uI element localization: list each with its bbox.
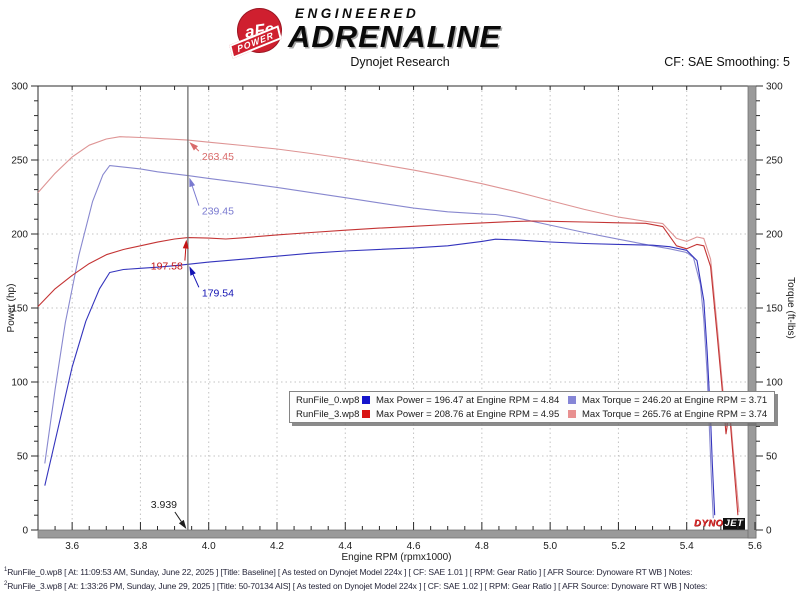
max-power-swatch [362,410,370,418]
y-axis-label-right: 50 [766,452,778,463]
cursor-readout-power_run3: 197.58 [151,261,183,273]
cf-smoothing-label: CF: SAE Smoothing: 5 [664,55,790,69]
cursor-rpm-label: 3.939 [151,499,177,511]
legend-run-name: RunFile_3.wp8 [296,408,360,420]
x-axis-title: Engine RPM (rpmx1000) [341,552,451,563]
trademark-symbol: ™ [275,11,281,17]
max-power-swatch [362,396,370,404]
x-axis-label: 5.4 [680,541,694,552]
footnote-marker: 2 [4,581,8,588]
logo-adrenaline-text: ADRENALINE [288,19,502,54]
y-axis-label-right: 300 [766,82,783,93]
cursor-readout-power_run0: 179.54 [202,287,234,299]
run-description-text: RunFile_0.wp8 [ At: 11:09:53 AM, Sunday,… [7,567,693,577]
max-torque-swatch [568,410,576,418]
series-power_run3 [37,220,739,516]
legend-max-torque: Max Torque = 246.20 at Engine RPM = 3.71 [582,394,768,406]
legend-max-power: Max Power = 196.47 at Engine RPM = 4.84 [376,394,560,406]
y-axis-label-left: 300 [11,82,28,93]
max-torque-swatch [568,396,576,404]
series-torque_run0 [44,165,714,519]
y-axis-label-left: 100 [11,378,28,389]
x-axis-label: 3.6 [65,541,79,552]
series-torque_run3 [37,136,740,513]
readout-arrowhead [178,519,187,529]
y-axis-label-right: 200 [766,230,783,241]
series-power_run0 [44,238,716,516]
y-axis-label-right: 250 [766,156,783,167]
y-axis-label-right: 150 [766,304,783,315]
y-axis-label-left: 150 [11,304,28,315]
y-axis-label-left: 200 [11,230,28,241]
cursor-readout-torque_run3: 263.45 [202,151,234,163]
cursor-readout-torque_run0: 239.45 [202,206,234,218]
legend-row: RunFile_0.wp8 Max Power = 196.47 at Engi… [296,393,768,407]
readout-leader [191,185,200,206]
chart-title: Dynojet Research [350,55,450,69]
legend-row: RunFile_3.wp8 Max Power = 208.76 at Engi… [296,407,768,421]
y-axis-title-torque: Torque (ft-lbs) [785,277,796,339]
readout-leader [192,274,200,288]
logo-engineered-text: ENGINEERED [295,6,420,21]
readout-arrowhead [182,239,189,249]
dynojet-logo-jet: JET [723,518,746,530]
x-axis-label: 4.8 [475,541,489,552]
x-axis-label: 5.2 [611,541,625,552]
afe-logo: aFe ™ POWER ENGINEERED ADRENALINE [229,5,567,59]
dynojet-logo: DYNOJET [694,518,746,530]
readout-leader [195,147,200,152]
readout-leader [184,248,187,261]
run-description-line: 1RunFile_0.wp8 [ At: 11:09:53 AM, Sunday… [4,567,693,577]
dynojet-logo-dyno: DYNO [694,518,724,529]
footnote-marker: 1 [4,567,8,574]
x-axis-label: 4.0 [202,541,216,552]
legend-run-name: RunFile_0.wp8 [296,394,360,406]
legend: RunFile_0.wp8 Max Power = 196.47 at Engi… [289,391,775,423]
x-axis-label: 4.6 [407,541,421,552]
run-description-line: 2RunFile_3.wp8 [ At: 1:33:26 PM, Sunday,… [4,581,707,591]
x-axis-label: 5.6 [748,541,762,552]
x-axis-label: 3.8 [133,541,147,552]
run-description-text: RunFile_3.wp8 [ At: 1:33:26 PM, Sunday, … [7,581,708,591]
readout-arrowhead [189,266,196,276]
y-axis-label-left: 0 [22,526,28,537]
x-axis-label: 4.2 [270,541,284,552]
legend-max-torque: Max Torque = 265.76 at Engine RPM = 3.74 [582,408,768,420]
readout-arrowhead [189,142,198,151]
y-axis-label-left: 50 [17,452,29,463]
x-axis-label: 4.4 [338,541,352,552]
y-axis-label-right: 0 [766,526,772,537]
x-axis-label: 5.0 [543,541,557,552]
readout-leader [174,511,182,522]
x-axis-bar [37,529,757,539]
y-axis-label-right: 100 [766,378,783,389]
readout-arrowhead [189,177,196,188]
y-axis-label-left: 250 [11,156,28,167]
y-axis-title-power: Power (hp) [6,284,17,333]
y-axis-bar-right [747,85,757,539]
legend-max-power: Max Power = 208.76 at Engine RPM = 4.95 [376,408,560,420]
